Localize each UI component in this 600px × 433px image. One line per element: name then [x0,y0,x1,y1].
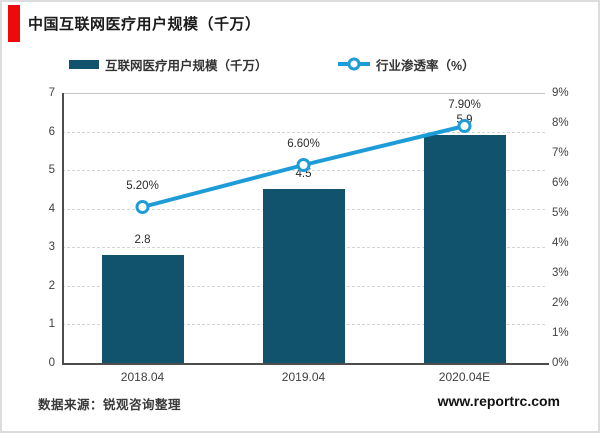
right-axis-tick-label: 8% [552,117,569,129]
x-axis-category-label: 2020.04E [438,370,491,384]
title-accent-bar [8,5,20,42]
right-axis-tick-label: 5% [552,207,569,219]
right-axis-tick-label: 1% [552,327,569,339]
right-axis-tick-label: 3% [552,267,569,279]
bar-swatch-icon [69,59,99,69]
left-axis-tick-label: 3 [48,241,55,254]
left-axis-tick-label: 0 [48,357,55,369]
bar-value-label: 4.5 [295,168,312,181]
bar-2019.04 [262,189,345,363]
line-point-marker [135,200,150,214]
bar-value-label: 5.9 [456,114,473,127]
right-axis-tick-label: 7% [552,147,569,159]
gridline [62,131,545,133]
left-axis-tick-label: 4 [48,202,55,215]
line-marker-icon [338,57,370,71]
legend-item-bar-series: 互联网医疗用户规模（千万） [69,55,268,73]
left-axis-tick-label: 7 [48,87,55,99]
gridline [62,93,545,94]
right-axis-tick-label: 6% [552,177,569,189]
website-link[interactable]: www.reportrc.com [437,393,560,409]
right-axis-tick-label: 0% [552,357,569,369]
chart-title: 中国互联网医疗用户规模（千万） [28,16,261,33]
bar-value-label: 2.8 [134,234,151,246]
bar-2018.04 [101,255,184,363]
right-axis-tick-label: 4% [552,237,569,249]
left-axis-tick-label: 6 [48,125,55,138]
bottom-axis-line [62,363,549,365]
line-marker-dot-icon [347,57,361,71]
legend-item-line-series: 行业渗透率（%） [338,55,475,73]
x-axis-category-label: 2018.04 [120,370,165,384]
left-axis-tick-label: 1 [48,318,55,331]
left-axis-line [62,93,64,363]
left-axis-tick-label: 2 [48,279,55,292]
left-axis-tick-label: 5 [48,164,55,177]
data-source-note: 数据来源：锐观咨询整理 [38,398,182,412]
right-axis-tick-label: 9% [552,87,569,99]
line-value-label: 6.60% [287,138,320,150]
bar-2020.04E [423,135,506,363]
x-axis-category-label: 2019.04 [281,370,326,384]
line-value-label: 7.90% [448,99,481,111]
legend-bar-label: 互联网医疗用户规模（千万） [105,58,268,73]
legend-line-label: 行业渗透率（%） [376,58,475,73]
right-axis-tick-label: 2% [552,297,569,309]
line-value-label: 5.20% [126,180,159,192]
